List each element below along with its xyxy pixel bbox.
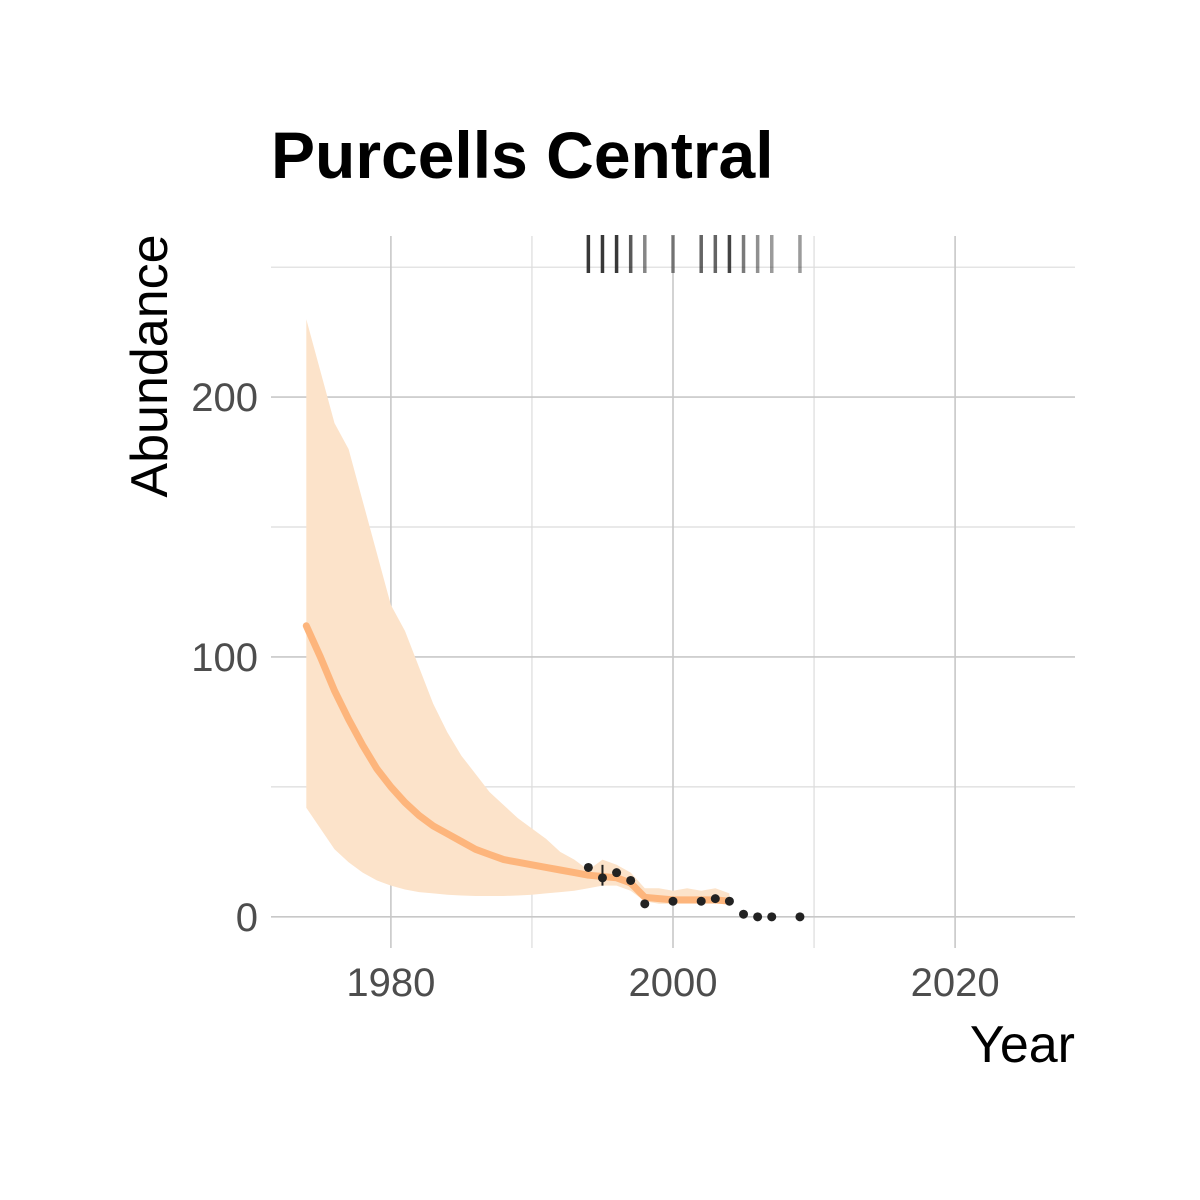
data-point [739,909,749,919]
data-point [767,912,777,922]
chart-title: Purcells Central [271,118,774,192]
data-point [597,873,607,883]
data-point [583,862,593,872]
x-tick-label: 2000 [629,961,718,1005]
data-point [640,899,650,909]
x-axis-title: Year [970,1016,1075,1074]
data-point [668,896,678,906]
confidence-ribbon-layer [306,319,730,904]
data-point [626,875,636,885]
data-point [795,912,805,922]
data-point [724,896,734,906]
points-layer [583,862,805,922]
rug-layer [586,235,802,273]
data-point [710,894,720,904]
data-point [753,912,763,922]
y-axis-title: Abundance [121,234,179,497]
y-tick-label: 200 [191,376,258,420]
x-tick-label: 2020 [911,961,1000,1005]
trend-line [302,622,733,905]
y-tick-label: 0 [236,896,258,940]
y-tick-label: 100 [191,636,258,680]
data-point [696,896,706,906]
trend-line-layer [302,622,733,905]
confidence-ribbon [306,319,730,904]
data-point [612,868,622,878]
x-tick-label: 1980 [346,961,435,1005]
tick-labels: 1980 2000 2020 0 100 200 [191,376,999,1005]
